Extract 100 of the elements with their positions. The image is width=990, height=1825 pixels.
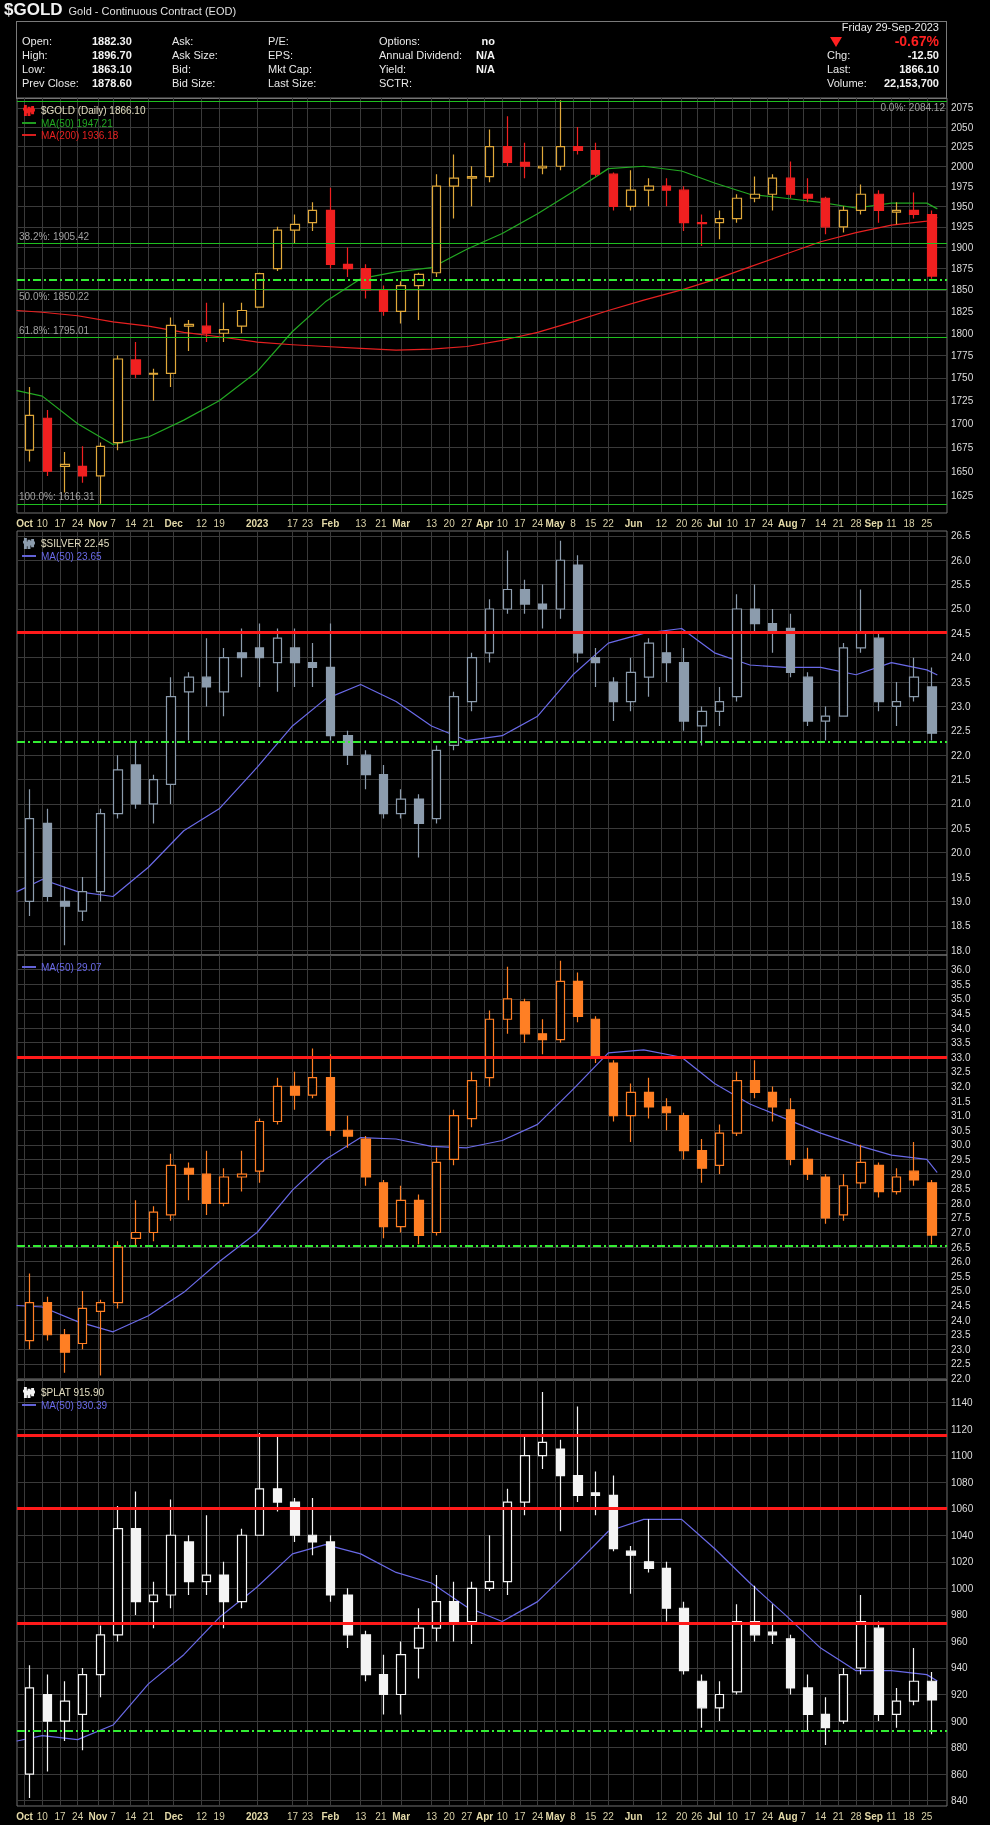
candlestick: [608, 676, 619, 722]
candlestick: [625, 1545, 637, 1595]
y-tick-label: 1625: [951, 489, 974, 501]
text: High:: [22, 48, 48, 62]
candlestick: [236, 1528, 248, 1609]
y-tick-label: 1825: [951, 305, 974, 317]
x-tick-label: Jun: [624, 517, 643, 529]
y-tick-label: 2075: [951, 102, 974, 114]
x-tick-label: Oct: [16, 517, 34, 529]
y-tick-label: 24.5: [951, 1300, 971, 1312]
candlestick: [908, 657, 920, 703]
candlestick: [908, 1647, 920, 1706]
candlestick: [820, 1696, 831, 1746]
x-tick-label: 26: [691, 1810, 703, 1822]
x-tick-label: 23: [302, 517, 314, 529]
y-tick-label: 940: [951, 1662, 969, 1674]
text: no: [481, 34, 495, 48]
y-tick-label: 900: [951, 1715, 969, 1727]
x-tick-label: 17: [286, 517, 299, 529]
y-tick-label: 19.5: [951, 871, 971, 883]
x-tick-label: 17: [514, 517, 526, 529]
x-tick-label: 17: [54, 1810, 66, 1822]
candlestick: [413, 1193, 425, 1245]
line-series: [16, 627, 938, 898]
candlestick: [236, 627, 248, 678]
text: -0.67%: [894, 33, 939, 49]
x-tick-label: 21: [142, 1810, 155, 1822]
y-tick-label: 1650: [951, 465, 974, 477]
y-tick-label: 1060: [951, 1503, 974, 1515]
x-tick-label: 22: [602, 517, 615, 529]
y-tick-label: 860: [951, 1768, 969, 1780]
text: Chg:: [827, 48, 851, 62]
candlestick: [838, 205, 849, 234]
candlestick: [59, 451, 71, 494]
candlestick: [785, 1097, 796, 1166]
candlestick: [378, 284, 389, 317]
candlestick: [891, 1167, 902, 1196]
chart-title: $GOLD: [4, 0, 63, 20]
y-tick-label: 22.0: [951, 1373, 971, 1385]
x-tick-label: 20: [676, 1810, 688, 1822]
x-tick-label: 24: [72, 1810, 84, 1822]
x-tick-label: 12: [195, 1810, 208, 1822]
candlestick: [643, 637, 655, 698]
y-tick-label: 25.5: [951, 579, 971, 591]
candlestick: [908, 1141, 920, 1187]
candlestick: [466, 165, 478, 207]
y-tick-label: 920: [951, 1689, 969, 1701]
legend-label: MA(200) 1936.18: [41, 129, 119, 141]
x-tick-label: 17: [286, 1810, 299, 1822]
candlestick: [272, 627, 283, 693]
x-tick-label: 7: [800, 1810, 807, 1822]
candlestick: [555, 99, 566, 171]
y-tick-label: 19.0: [951, 895, 971, 907]
candlestick: [661, 1561, 672, 1623]
x-tick-label: 28: [850, 517, 863, 529]
candlestick: [838, 642, 849, 717]
candlestick: [466, 1071, 478, 1128]
x-tick-label: 8: [570, 517, 577, 529]
y-tick-label: 23.0: [951, 700, 971, 712]
x-tick-label: 13: [355, 517, 367, 529]
x-tick-label: 12: [655, 1810, 668, 1822]
candlestick: [201, 1150, 212, 1216]
text: Volume:: [827, 76, 867, 90]
candlestick: [360, 1135, 372, 1187]
candlestick: [201, 1514, 212, 1596]
x-tick-label: 15: [585, 1810, 597, 1822]
candlestick: [891, 681, 902, 727]
candlestick: [112, 1505, 124, 1643]
candlestick: [325, 187, 336, 270]
x-tick-label: 18: [903, 1810, 916, 1822]
candlestick: [714, 686, 725, 727]
candlestick: [519, 579, 531, 615]
candlestick: [378, 1654, 389, 1716]
candlestick: [820, 705, 831, 742]
y-tick-label: 1120: [951, 1423, 973, 1435]
candlestick: [731, 1071, 743, 1137]
candlestick: [42, 1296, 53, 1342]
x-tick-label: May: [545, 517, 566, 529]
candlestick: [307, 1497, 318, 1556]
chart-subtitle: Gold - Continuous Contract (EOD): [68, 5, 237, 17]
candlestick: [466, 1581, 478, 1645]
candlestick: [165, 316, 177, 388]
text: 22,153,700: [883, 76, 939, 90]
x-tick-label: 25: [921, 1810, 933, 1822]
text: Prev Close:: [22, 76, 79, 90]
legend-label: MA(50) 1947.21: [41, 117, 114, 129]
y-tick-label: 23.5: [951, 676, 971, 688]
y-tick-label: 35.5: [951, 978, 971, 990]
candlestick: [395, 280, 407, 325]
y-tick-label: 32.5: [951, 1066, 971, 1078]
candlestick: [24, 788, 35, 917]
x-tick-label: 20: [676, 517, 688, 529]
y-tick-label: 29.5: [951, 1153, 971, 1165]
y-tick-label: 1925: [951, 221, 974, 233]
candlestick: [254, 1432, 265, 1536]
candlestick: [130, 341, 142, 379]
candlestick: [802, 1147, 814, 1181]
candlestick: [77, 1667, 88, 1751]
x-tick-label: 24: [762, 1810, 774, 1822]
candlestick: [342, 1115, 354, 1149]
